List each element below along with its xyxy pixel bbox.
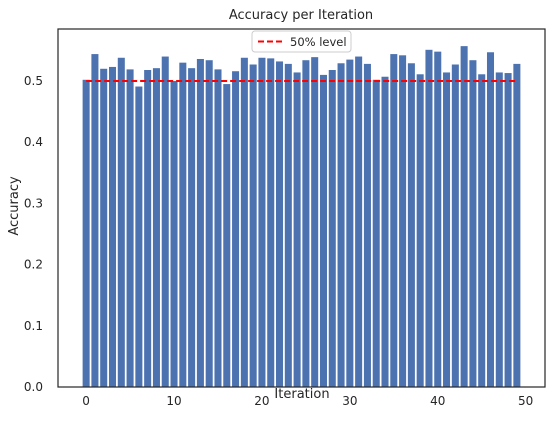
x-tick-label: 0 bbox=[82, 394, 90, 408]
plot-frame bbox=[57, 28, 546, 388]
bar-22 bbox=[276, 61, 284, 387]
bar-37 bbox=[407, 63, 415, 388]
bar-48 bbox=[504, 73, 512, 388]
bar-33 bbox=[372, 79, 380, 388]
bar-24 bbox=[293, 72, 301, 387]
y-axis-ticks: 0.0 0.1 0.2 0.3 0.4 0.5 bbox=[24, 74, 43, 394]
bar-17 bbox=[232, 71, 240, 387]
bar-49 bbox=[513, 63, 521, 387]
bar-40 bbox=[434, 51, 442, 388]
bar-3 bbox=[108, 66, 117, 387]
bar-4 bbox=[117, 57, 125, 388]
bar-26 bbox=[311, 57, 319, 388]
x-tick-label: 20 bbox=[254, 394, 269, 408]
bar-44 bbox=[469, 60, 477, 387]
bar-10 bbox=[170, 81, 178, 388]
bar-2 bbox=[100, 68, 108, 388]
bar-39 bbox=[425, 49, 433, 388]
legend: 50% level bbox=[251, 30, 352, 53]
bar-23 bbox=[284, 63, 292, 387]
bar-11 bbox=[179, 62, 187, 388]
bar-34 bbox=[381, 76, 389, 387]
bar-42 bbox=[451, 64, 459, 387]
bar-41 bbox=[443, 72, 451, 387]
bar-31 bbox=[355, 56, 363, 388]
y-tick-label: 0.3 bbox=[24, 196, 43, 210]
y-tick-label: 0.0 bbox=[24, 380, 43, 394]
x-tick-label: 40 bbox=[430, 394, 445, 408]
bar-1 bbox=[91, 54, 99, 387]
bar-0 bbox=[82, 79, 90, 388]
y-tick-label: 0.5 bbox=[24, 74, 43, 88]
bars-group bbox=[82, 46, 521, 388]
bar-13 bbox=[196, 58, 204, 387]
x-axis-ticks: 0 10 20 30 40 50 bbox=[82, 394, 533, 408]
x-tick-label: 30 bbox=[342, 394, 357, 408]
bar-9 bbox=[161, 56, 169, 388]
bar-38 bbox=[416, 74, 424, 388]
bar-36 bbox=[399, 55, 407, 388]
y-tick-label: 0.1 bbox=[24, 319, 43, 333]
bar-16 bbox=[223, 84, 231, 388]
y-axis-label: Accuracy bbox=[7, 176, 22, 236]
x-tick-label: 50 bbox=[518, 394, 533, 408]
bar-21 bbox=[267, 58, 275, 387]
legend-box bbox=[251, 30, 352, 53]
bar-12 bbox=[188, 68, 196, 388]
bar-46 bbox=[486, 52, 495, 387]
bar-7 bbox=[144, 70, 152, 387]
bar-20 bbox=[258, 57, 266, 388]
bar-32 bbox=[363, 63, 371, 387]
legend-label: 50% level bbox=[290, 35, 347, 49]
bar-30 bbox=[346, 59, 354, 387]
bar-35 bbox=[390, 54, 398, 387]
bar-5 bbox=[126, 69, 134, 387]
bar-27 bbox=[319, 74, 327, 388]
bar-6 bbox=[135, 86, 143, 388]
y-tick-label: 0.4 bbox=[24, 135, 43, 149]
bar-43 bbox=[460, 46, 468, 388]
y-tick-label: 0.2 bbox=[24, 258, 43, 272]
bar-15 bbox=[214, 69, 222, 387]
bar-8 bbox=[152, 68, 160, 388]
x-axis-label: Iteration bbox=[274, 387, 329, 402]
bar-19 bbox=[249, 64, 257, 387]
bar-14 bbox=[205, 60, 213, 387]
bar-18 bbox=[240, 57, 248, 388]
x-tick-label: 10 bbox=[166, 394, 181, 408]
bar-25 bbox=[302, 60, 310, 387]
bar-28 bbox=[328, 70, 336, 387]
bar-29 bbox=[337, 63, 345, 388]
chart-title: Accuracy per Iteration bbox=[229, 8, 373, 23]
bar-45 bbox=[478, 74, 486, 388]
bar-47 bbox=[495, 72, 503, 387]
